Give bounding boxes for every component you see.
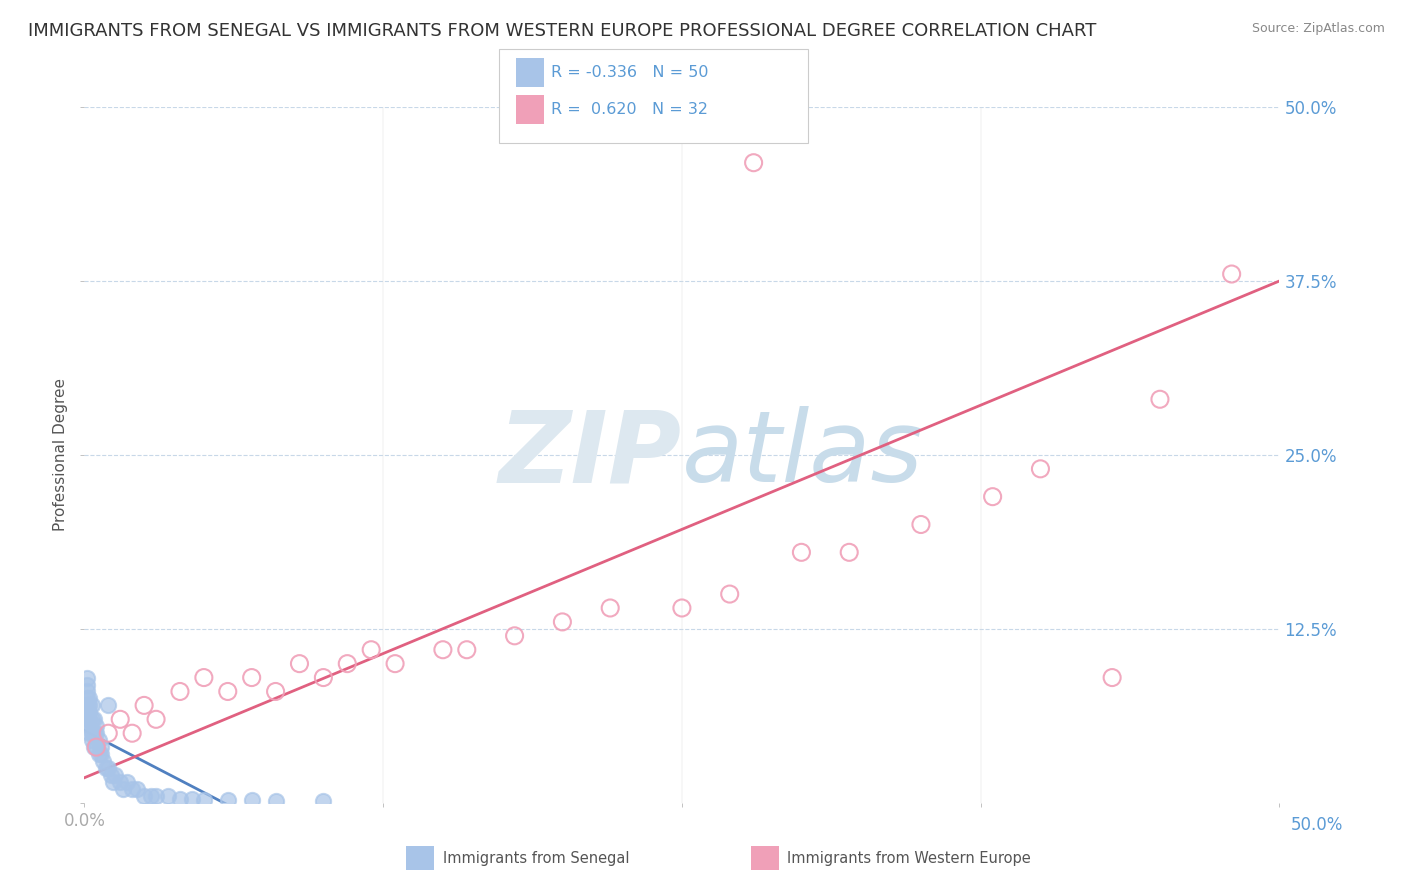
Point [86,719,108,733]
Point [76,677,98,691]
Point [104,768,127,782]
Point [80,726,103,740]
Point [718,587,741,601]
Point [80,712,103,726]
Text: R = -0.336   N = 50: R = -0.336 N = 50 [551,65,709,80]
Point [910,517,932,532]
Text: Immigrants from Senegal: Immigrants from Senegal [443,851,630,865]
Point [217,684,239,698]
Y-axis label: Professional Degree: Professional Degree [53,378,69,532]
Point [169,791,191,805]
Point [97,761,120,775]
Point [97,698,120,713]
Point [838,545,860,559]
Point [76,706,98,720]
Point [145,712,167,726]
Point [80,733,103,747]
Point [87,733,110,747]
Point [83,740,105,755]
Point [87,747,110,761]
Point [76,712,98,726]
Point [117,775,139,789]
Text: IMMIGRANTS FROM SENEGAL VS IMMIGRANTS FROM WESTERN EUROPE PROFESSIONAL DEGREE CO: IMMIGRANTS FROM SENEGAL VS IMMIGRANTS FR… [28,22,1097,40]
Point [456,642,478,657]
Point [240,671,263,685]
Point [80,698,103,713]
Point [125,781,148,796]
Text: ZIP: ZIP [499,407,682,503]
Text: atlas: atlas [682,407,924,503]
Point [97,726,120,740]
Point [90,747,112,761]
Point [790,545,813,559]
Point [93,754,115,768]
Point [121,726,143,740]
Point [264,794,287,808]
Point [217,793,239,807]
Point [76,691,98,706]
Point [76,698,98,713]
Point [336,657,359,671]
Point [981,490,1004,504]
Point [111,781,134,796]
Point [671,601,693,615]
Point [77,698,100,713]
Point [169,684,191,698]
Point [83,726,105,740]
Point [94,761,117,775]
Point [1149,392,1171,407]
Point [77,691,100,706]
Point [264,684,287,698]
Point [551,615,574,629]
Point [121,781,143,796]
Point [145,789,167,803]
Point [86,740,108,755]
Point [77,726,100,740]
Point [101,775,124,789]
Point [100,768,122,782]
Point [132,789,156,803]
Point [193,671,215,685]
Point [503,629,526,643]
Point [1029,462,1052,476]
Point [77,712,100,726]
Point [77,719,100,733]
Point [83,712,105,726]
Text: R =  0.620   N = 32: R = 0.620 N = 32 [551,102,709,117]
Point [240,793,263,807]
Point [76,671,98,685]
Point [1101,671,1123,685]
Point [86,740,108,755]
Point [599,601,621,615]
Point [76,684,98,698]
Point [360,642,382,657]
Point [132,698,156,713]
Text: 50.0%: 50.0% [1291,816,1343,834]
Point [141,789,163,803]
Point [742,155,765,169]
Point [432,642,454,657]
Point [90,740,112,755]
Text: Immigrants from Western Europe: Immigrants from Western Europe [787,851,1031,865]
Point [110,775,132,789]
Point [77,706,100,720]
Point [288,657,311,671]
Point [1220,267,1243,281]
Point [86,726,108,740]
Point [181,791,204,805]
Point [157,789,180,803]
Point [312,671,335,685]
Text: Source: ZipAtlas.com: Source: ZipAtlas.com [1251,22,1385,36]
Point [110,712,132,726]
Point [193,793,215,807]
Point [384,657,406,671]
Point [312,794,335,808]
